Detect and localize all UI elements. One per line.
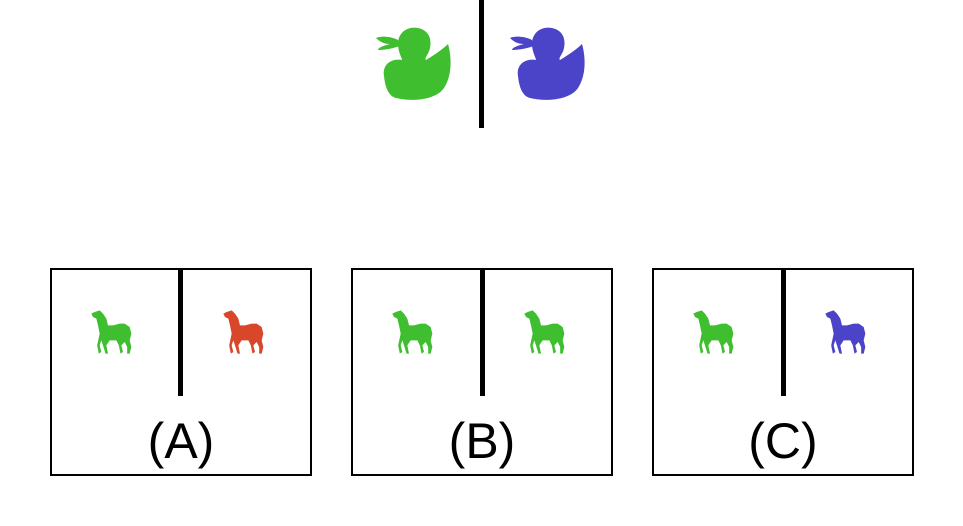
option-a-left-horse (88, 304, 138, 360)
option-b-right-horse (521, 304, 571, 360)
example-left-duck (374, 22, 454, 106)
option-a-divider (178, 270, 183, 396)
option-a-right-horse (220, 304, 270, 360)
duck-icon (374, 22, 454, 106)
option-a[interactable]: (A) (50, 268, 312, 476)
option-c-left-horse (690, 304, 740, 360)
option-b-left-horse (389, 304, 439, 360)
option-c-divider (781, 270, 786, 396)
option-c-label: (C) (748, 413, 818, 469)
option-c-right-horse (822, 304, 872, 360)
option-b-label: (B) (448, 413, 516, 469)
duck-icon (508, 22, 588, 106)
example-right-duck (508, 22, 588, 106)
horse-icon (88, 304, 138, 360)
horse-icon (389, 304, 439, 360)
horse-icon (690, 304, 740, 360)
option-b-divider (480, 270, 485, 396)
horse-icon (220, 304, 270, 360)
horse-icon (822, 304, 872, 360)
option-b[interactable]: (B) (351, 268, 613, 476)
option-a-label: (A) (147, 413, 215, 469)
horse-icon (521, 304, 571, 360)
option-c[interactable]: (C) (652, 268, 914, 476)
example-divider (479, 0, 484, 128)
